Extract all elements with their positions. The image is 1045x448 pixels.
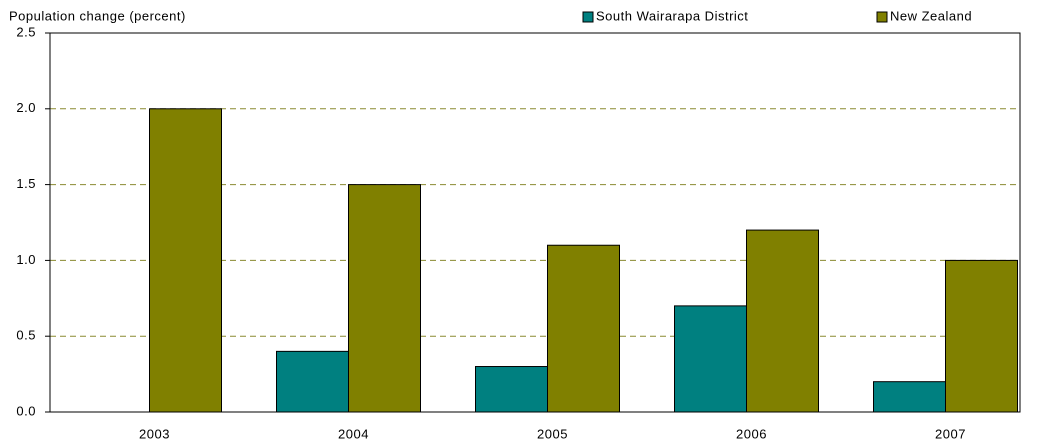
x-tick-label: 2003 (139, 426, 170, 441)
y-tick-label: 0.5 (16, 328, 36, 343)
legend-swatch (876, 11, 888, 23)
y-tick-label: 2.5 (16, 24, 36, 39)
bar (276, 350, 349, 413)
y-tick-label: 2.0 (16, 100, 36, 115)
legend-swatch (582, 11, 594, 23)
y-axis-label: Population change (percent) (9, 8, 186, 23)
bar (873, 381, 946, 413)
y-tick-label: 0.0 (16, 403, 36, 418)
x-tick-label: 2006 (736, 426, 767, 441)
bar (348, 184, 421, 413)
bar (746, 229, 819, 413)
x-tick-label: 2007 (935, 426, 966, 441)
legend-label: New Zealand (890, 8, 972, 23)
x-tick-label: 2004 (338, 426, 369, 441)
y-tick-label: 1.5 (16, 176, 36, 191)
legend-label: South Wairarapa District (596, 8, 748, 23)
y-tick-label: 1.0 (16, 252, 36, 267)
bar (945, 259, 1018, 413)
bar (475, 366, 548, 413)
bar (674, 305, 747, 413)
x-tick-label: 2005 (537, 426, 568, 441)
bar (149, 108, 222, 413)
bar (547, 244, 620, 413)
